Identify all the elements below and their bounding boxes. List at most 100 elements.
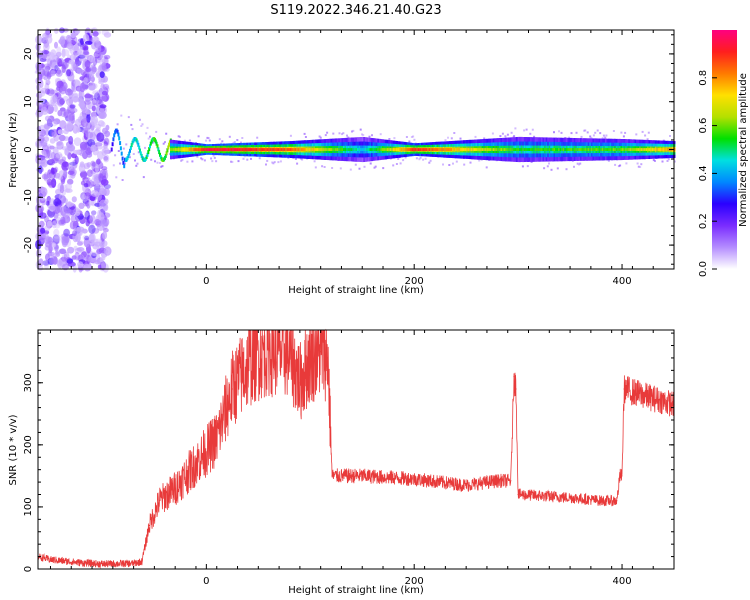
ridge-cell <box>511 148 514 151</box>
ridge-cell <box>567 148 570 151</box>
ridge-cell <box>313 148 316 151</box>
ridge-cell <box>138 145 141 150</box>
ridge-cell <box>166 148 169 153</box>
spectrogram-cell <box>46 178 53 186</box>
spectrogram-cell <box>102 147 110 155</box>
spectrogram-cell <box>43 50 49 55</box>
spectrogram-cell <box>410 136 413 138</box>
snr-point <box>623 388 625 390</box>
spectrogram-cell <box>83 127 89 134</box>
spectrogram-cell <box>44 174 49 180</box>
spectrogram-cell <box>272 162 275 165</box>
ridge-cell <box>276 148 278 151</box>
spectrogram-cell <box>71 255 77 260</box>
snr-point <box>515 388 517 390</box>
spectrogram-cell <box>635 133 638 136</box>
spectrogram-cell <box>418 158 421 161</box>
spectrogram-cell <box>504 135 507 138</box>
spectrogram-cell <box>67 170 75 175</box>
ridge-cell <box>377 148 380 151</box>
ridge-cell <box>266 148 269 151</box>
ridge-cell <box>565 148 568 151</box>
spectrogram-cell <box>146 126 149 129</box>
ridge-cell <box>586 148 589 151</box>
spectrogram-cell <box>85 219 90 227</box>
spectrogram-cell <box>671 157 674 160</box>
ridge-cell <box>221 148 224 151</box>
ridge-cell <box>385 148 388 151</box>
ridge-cell <box>564 148 567 151</box>
ridge-cell <box>226 148 229 151</box>
snr-y-label: SNR (10 * v/v) <box>8 414 19 485</box>
ridge-cell <box>213 148 216 151</box>
spectrogram-cell <box>49 145 55 150</box>
ridge-cell <box>587 148 590 151</box>
spectrogram-cell <box>424 157 427 160</box>
spectrogram-cell <box>99 218 108 227</box>
ridge-cell <box>252 148 255 151</box>
spectrogram-cell <box>72 230 77 237</box>
spectrogram-cell <box>625 162 628 165</box>
spectrogram-cell <box>304 136 307 138</box>
ridge-cell <box>539 148 542 151</box>
spectrogram-cell <box>256 136 259 139</box>
spectrogram-cell <box>54 65 59 71</box>
spectrogram-cell <box>144 146 146 149</box>
spectrogram-cell <box>201 158 204 161</box>
spectrogram-cell <box>402 159 405 162</box>
ridge-cell <box>119 141 122 146</box>
spectrogram-cell <box>54 27 59 34</box>
ridge-cells <box>110 128 676 169</box>
ridge-cell <box>251 148 253 151</box>
spectrogram-y-label: Frequency (Hz) <box>8 112 19 188</box>
ridge-cell <box>358 148 361 151</box>
ridge-cell <box>497 148 500 151</box>
spectrogram-cell <box>42 260 50 266</box>
spectrogram-cell <box>102 83 110 91</box>
ridge-cell <box>216 148 219 151</box>
spectrogram-cell <box>119 162 122 165</box>
spectrogram-cell <box>241 137 244 139</box>
spectrogram-cell <box>152 141 155 144</box>
spectrogram-cell <box>203 159 206 162</box>
spectrogram-cell <box>620 131 623 134</box>
ridge-cell <box>324 148 327 151</box>
ridge-cell <box>297 148 300 151</box>
spectrogram-cell <box>51 131 57 138</box>
ridge-cell <box>369 148 372 151</box>
ridge-cell <box>474 148 476 151</box>
ridge-cell <box>463 148 465 151</box>
spectrogram-cell <box>41 233 49 239</box>
spectrogram-cell <box>301 158 304 161</box>
spectrogram-cell <box>53 118 61 125</box>
spectrogram-cell <box>265 163 267 166</box>
spectrogram-cell <box>422 158 425 161</box>
spectrogram-cell <box>102 75 108 83</box>
ridge-cell <box>147 150 150 155</box>
spectrogram-cell <box>612 130 615 132</box>
spectrogram-cell <box>654 160 656 162</box>
spectrogram-cell <box>614 163 617 166</box>
ridge-cell <box>243 148 246 151</box>
ridge-cell <box>300 148 303 151</box>
spectrogram-cell <box>51 128 58 138</box>
ridge-cell <box>464 148 467 151</box>
spectrogram-cell <box>61 64 66 73</box>
spectrogram-cell <box>73 80 81 88</box>
ridge-cell <box>315 148 317 151</box>
spectrogram-cell <box>57 175 64 180</box>
ridge-cell <box>322 148 325 151</box>
ridge-cell <box>402 148 405 151</box>
ridge-cell <box>400 148 403 151</box>
spectrogram-cell <box>338 132 341 135</box>
spectrogram-cell <box>452 162 454 165</box>
ridge-cell <box>445 148 448 151</box>
spectrogram-cell <box>590 137 593 140</box>
spectrogram-cell <box>161 165 164 168</box>
spectrogram-cell <box>83 237 90 248</box>
spectrogram-cell <box>586 131 589 134</box>
spectrogram-cell <box>405 136 408 138</box>
spectrogram-cell <box>399 162 402 165</box>
ridge-cell <box>193 148 196 151</box>
ridge-cell <box>269 148 272 151</box>
